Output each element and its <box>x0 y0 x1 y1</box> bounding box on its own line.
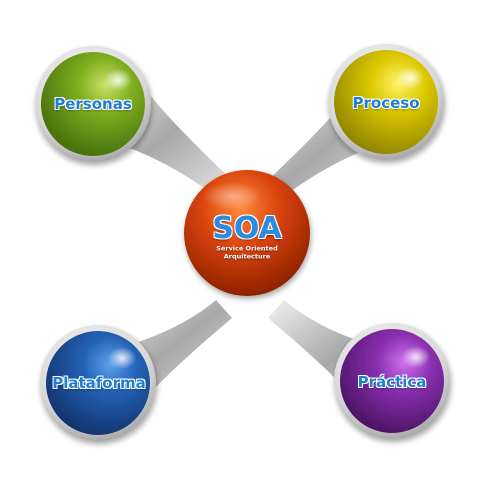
center-highlight <box>202 182 262 210</box>
node-sphere <box>41 52 145 156</box>
sphere-highlight <box>104 69 132 91</box>
sphere-highlight <box>396 67 424 89</box>
sphere-highlight <box>108 347 136 369</box>
node-sphere <box>334 50 438 154</box>
node-plataforma <box>40 325 156 441</box>
node-soa-center <box>184 170 310 296</box>
sphere-highlight <box>402 346 430 368</box>
node-sphere <box>46 331 150 435</box>
node-personas <box>35 46 151 162</box>
node-sphere <box>340 329 444 433</box>
node-practica <box>334 323 450 439</box>
node-proceso <box>328 44 444 160</box>
